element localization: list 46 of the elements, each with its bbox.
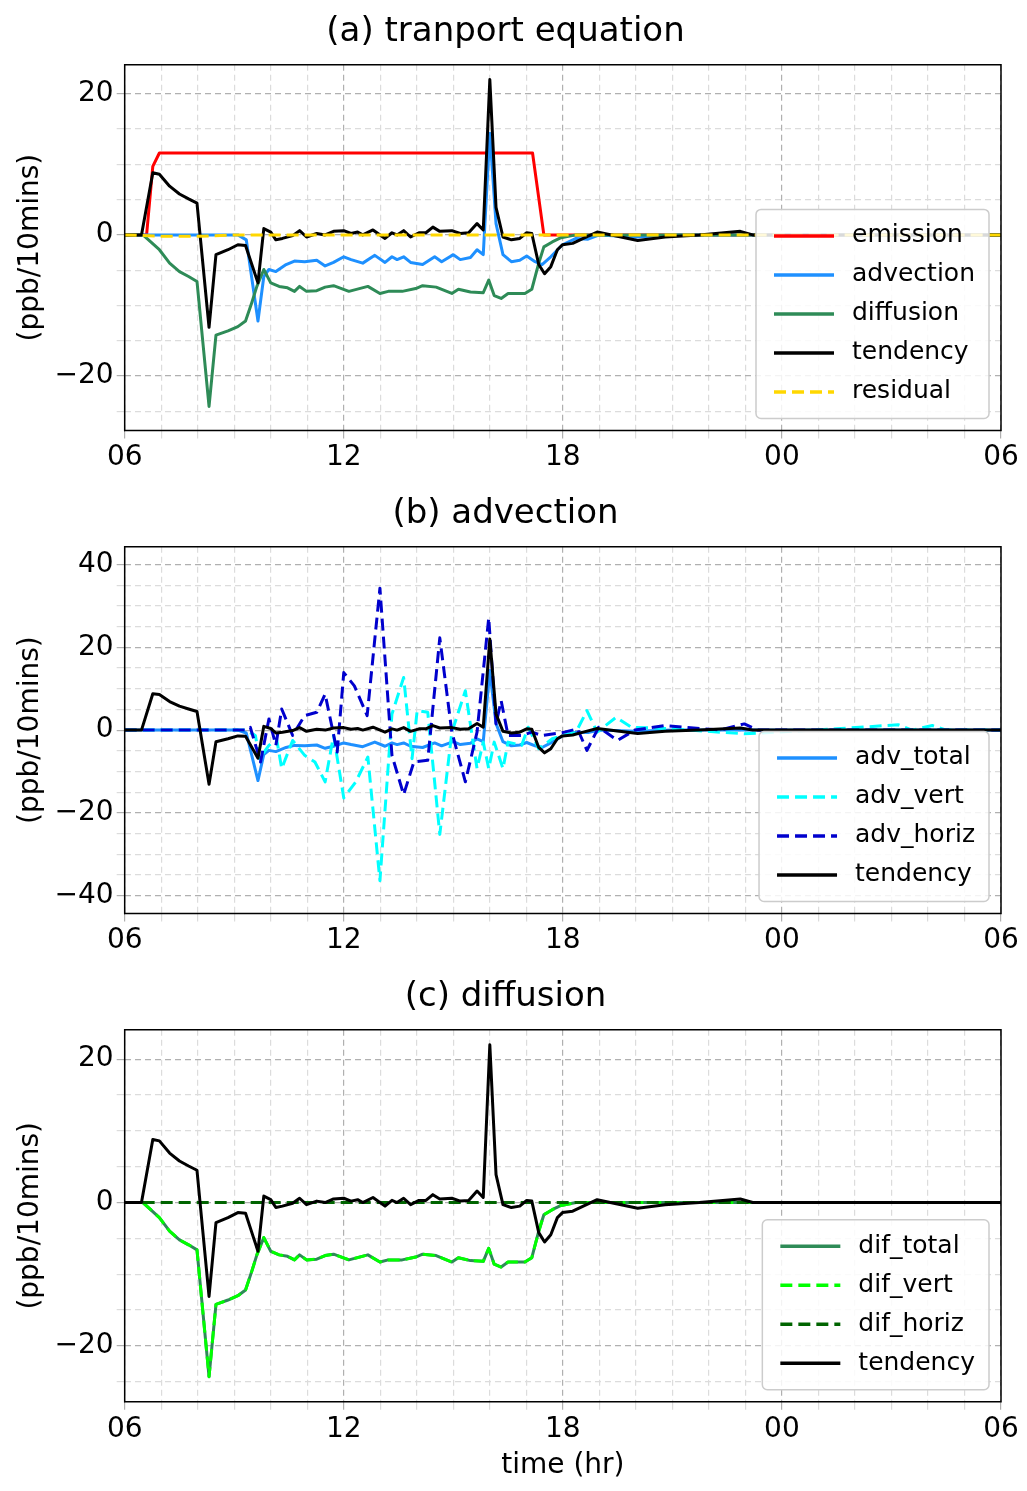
legend-label: dif_horiz bbox=[858, 1307, 964, 1337]
x-tick-label: 06 bbox=[106, 1410, 143, 1444]
legend-label: tendency bbox=[858, 1346, 976, 1376]
y-tick-label: 20 bbox=[78, 628, 114, 662]
x-tick-label: 18 bbox=[545, 922, 581, 956]
y-axis-title: (ppb/10mins) bbox=[12, 153, 46, 342]
legend-label: diffusion bbox=[852, 297, 959, 327]
x-tick-label: 06 bbox=[983, 922, 1019, 956]
x-tick-label: 06 bbox=[106, 439, 143, 473]
x-tick-label: 00 bbox=[764, 922, 800, 956]
y-axis-title: (ppb/10mins) bbox=[12, 1121, 46, 1310]
y-tick-label: 20 bbox=[78, 75, 114, 109]
x-tick-label: 00 bbox=[764, 439, 800, 473]
y-tick-label: 0 bbox=[95, 711, 114, 745]
legend-label: adv_horiz bbox=[855, 819, 976, 849]
y-tick-label: 0 bbox=[95, 216, 114, 250]
x-tick-label: 06 bbox=[983, 1410, 1019, 1444]
legend-label: advection bbox=[852, 258, 975, 288]
x-tick-label: 00 bbox=[764, 1410, 800, 1444]
x-tick-label: 18 bbox=[545, 1410, 581, 1444]
legend-label: tendency bbox=[855, 858, 972, 888]
legend-label: tendency bbox=[852, 336, 969, 366]
x-tick-label: 12 bbox=[325, 1410, 362, 1444]
y-tick-label: −20 bbox=[54, 1327, 114, 1361]
chart-title: (a) tranport equation bbox=[326, 9, 685, 50]
legend-label: adv_vert bbox=[855, 780, 964, 810]
y-tick-label: 40 bbox=[78, 545, 114, 579]
y-axis-title: (ppb/10mins) bbox=[12, 636, 46, 824]
y-tick-label: −20 bbox=[54, 794, 114, 828]
x-tick-label: 06 bbox=[983, 439, 1019, 473]
legend-label: dif_vert bbox=[858, 1268, 953, 1298]
y-tick-label: −40 bbox=[54, 876, 114, 910]
y-tick-label: −20 bbox=[54, 357, 114, 391]
legend-label: dif_total bbox=[858, 1229, 960, 1259]
chart-title: (b) advection bbox=[392, 491, 619, 532]
x-axis-title: time (hr) bbox=[501, 1447, 625, 1481]
y-tick-label: 0 bbox=[95, 1183, 114, 1217]
legend-label: emission bbox=[852, 219, 963, 249]
legend-label: adv_total bbox=[855, 741, 971, 771]
legend-label: residual bbox=[852, 375, 952, 405]
x-tick-label: 06 bbox=[106, 922, 143, 956]
y-tick-label: 20 bbox=[78, 1040, 114, 1074]
chart-title: (c) diffusion bbox=[404, 974, 607, 1015]
x-tick-label: 12 bbox=[325, 439, 362, 473]
x-tick-label: 12 bbox=[325, 922, 362, 956]
x-tick-label: 18 bbox=[545, 439, 581, 473]
